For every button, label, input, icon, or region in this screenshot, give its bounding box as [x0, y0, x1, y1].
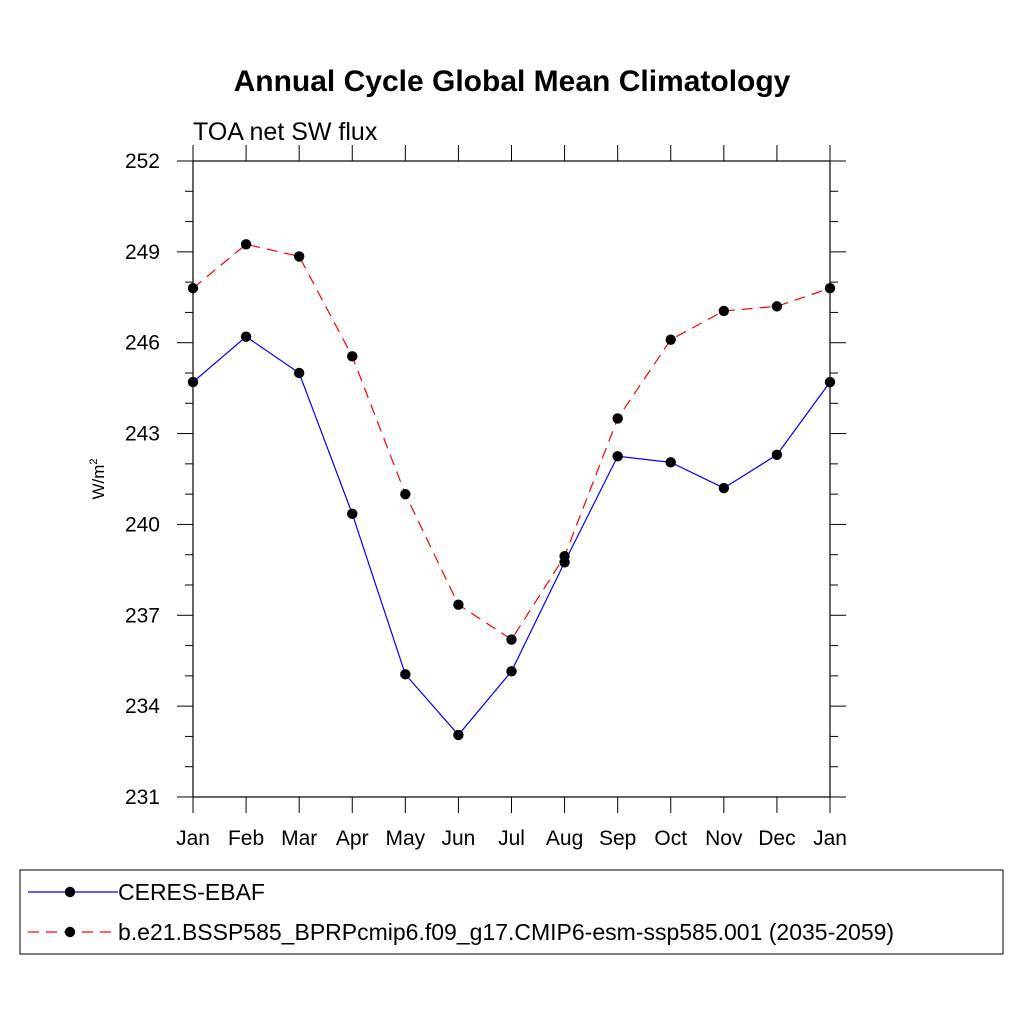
data-point — [506, 666, 517, 677]
x-tick-label: Apr — [336, 827, 369, 850]
plot-area-border — [192, 160, 831, 798]
data-point — [559, 551, 570, 562]
data-point — [400, 669, 411, 680]
y-tick-label: 237 — [125, 604, 160, 627]
chart-subtitle: TOA net SW flux — [193, 118, 378, 146]
x-tick-label: Aug — [546, 827, 583, 850]
x-tick-label: Oct — [654, 827, 687, 850]
data-point — [771, 449, 783, 460]
data-point — [400, 488, 411, 500]
data-point — [453, 599, 464, 610]
y-tick-label: 246 — [125, 332, 160, 355]
data-point — [665, 457, 676, 468]
x-tick-label: Nov — [705, 827, 743, 850]
x-tick-label: May — [385, 827, 425, 850]
legend-label: CERES-EBAF — [118, 879, 265, 905]
series-line — [192, 243, 831, 641]
data-point — [240, 239, 252, 250]
x-tick-label: Jun — [441, 827, 475, 850]
data-point — [240, 331, 252, 342]
y-tick-label: 231 — [125, 786, 160, 809]
chart-title: Annual Cycle Global Mean Climatology — [234, 65, 791, 98]
x-tick-label: Dec — [758, 827, 795, 850]
x-tick-label: Jan — [176, 827, 210, 850]
data-point — [187, 376, 199, 388]
data-point — [293, 367, 305, 379]
y-axis-label: W/m2 — [88, 458, 108, 499]
legend-label: b.e21.BSSP585_BPRPcmip6.f09_g17.CMIP6-es… — [118, 919, 894, 945]
series-1 — [187, 331, 836, 741]
y-tick-label: 249 — [125, 241, 160, 264]
data-point — [453, 729, 464, 741]
legend-marker — [64, 926, 76, 938]
data-point — [187, 283, 199, 294]
y-tick-label: 252 — [125, 150, 160, 173]
data-point — [718, 482, 730, 494]
data-point — [612, 413, 623, 424]
y-tick-label: 240 — [125, 513, 160, 536]
y-tick-label: 234 — [125, 695, 160, 718]
x-tick-label: Sep — [599, 827, 636, 850]
y-tick-label: 243 — [125, 423, 160, 446]
data-point — [771, 301, 783, 312]
series-2 — [187, 239, 836, 645]
data-point — [824, 376, 836, 388]
x-tick-label: Feb — [228, 827, 264, 850]
data-point — [612, 451, 623, 462]
data-point — [347, 351, 358, 362]
data-point — [824, 283, 836, 294]
x-tick-label: Jan — [813, 827, 847, 850]
data-point — [665, 334, 676, 345]
x-tick-label: Mar — [281, 827, 317, 850]
data-point — [293, 251, 305, 262]
data-point — [506, 634, 517, 645]
legend-box — [19, 869, 1004, 955]
data-point — [718, 305, 730, 317]
legend-marker — [64, 886, 76, 898]
x-tick-label: Jul — [498, 827, 525, 850]
data-point — [347, 508, 358, 520]
